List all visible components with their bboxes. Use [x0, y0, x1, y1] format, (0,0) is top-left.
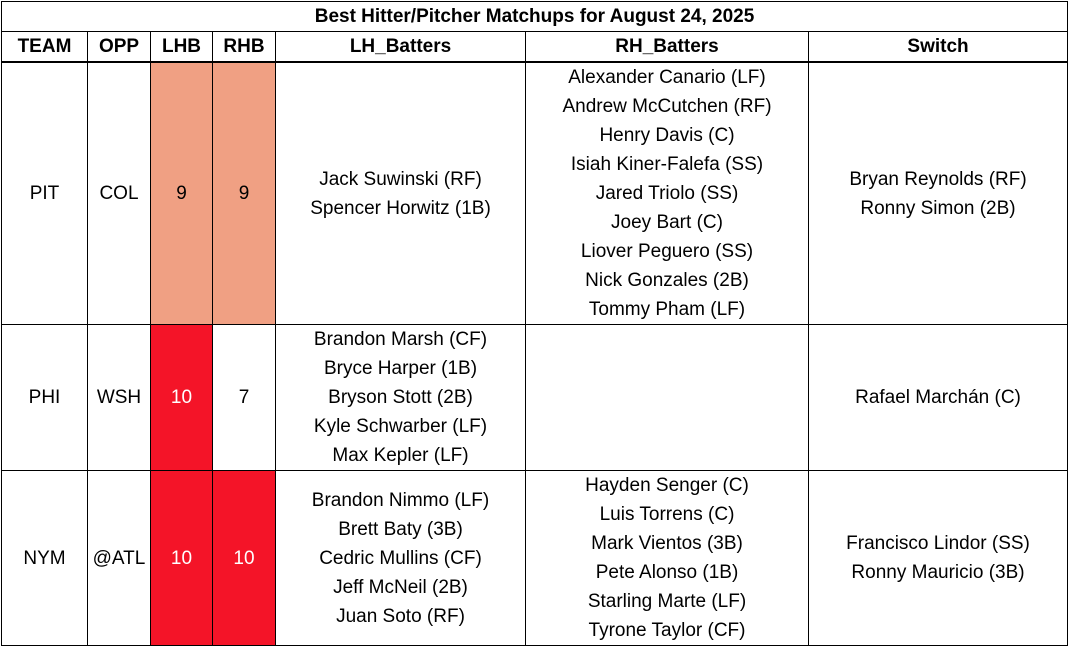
- player-entry: Ronny Mauricio (3B): [851, 562, 1025, 583]
- switch-cell: Rafael Marchán (C): [807, 324, 1069, 471]
- header-switch: Switch: [807, 31, 1069, 63]
- player-entry: Isiah Kiner-Falefa (SS): [570, 154, 764, 175]
- player-entry: Brandon Marsh (CF): [313, 329, 488, 350]
- table-row: PHI WSH 10 7 Brandon Marsh (CF) Bryce Har…: [1, 324, 1069, 471]
- rh-batters-cell: [525, 324, 809, 471]
- team-cell: PIT: [1, 61, 88, 325]
- player-entry: Juan Soto (RF): [336, 605, 465, 627]
- player-entry: Kyle Schwarber (LF): [313, 416, 488, 437]
- lh-batters-cell: Brandon Marsh (CF) Bryce Harper (1B) Bryso…: [275, 324, 526, 471]
- player-entry: Jack Suwinski (RF): [319, 168, 482, 190]
- opp-cell: COL: [87, 61, 151, 325]
- player-entry: Spencer Horwitz (1B): [310, 197, 491, 219]
- player-entry: Alexander Canario (LF): [568, 67, 766, 88]
- player-entry: Tommy Pham (LF): [588, 299, 746, 320]
- player-entry: Mark Vientos (3B): [591, 533, 743, 554]
- rhb-score-cell: 9: [212, 61, 276, 325]
- player-entry: Luis Torrens (C): [599, 504, 735, 525]
- player-entry: Francisco Lindor (SS): [846, 533, 1030, 554]
- player-entry: Bryce Harper (1B): [323, 358, 478, 379]
- player-entry: Jared Triolo (SS): [595, 183, 739, 204]
- player-entry: Bryson Stott (2B): [328, 387, 473, 408]
- player-entry: Liover Peguero (SS): [580, 241, 754, 262]
- player-entry: Brett Baty (3B): [338, 518, 463, 540]
- lh-batters-cell: Jack Suwinski (RF) Spencer Horwitz (1B): [275, 61, 526, 325]
- lh-batters-cell: Brandon Nimmo (LF) Brett Baty (3B) Cedric …: [275, 470, 526, 646]
- player-entry: Pete Alonso (1B): [595, 562, 739, 583]
- player-entry: Bryan Reynolds (RF): [849, 168, 1027, 190]
- switch-cell: Bryan Reynolds (RF) Ronny Simon (2B): [807, 61, 1069, 325]
- rh-batters-cell: Hayden Senger (C) Luis Torrens (C) Mark Vi…: [525, 470, 809, 646]
- header-lh-batters: LH_Batters: [275, 31, 526, 63]
- header-team: TEAM: [1, 31, 88, 63]
- rh-batters-cell: Alexander Canario (LF) Andrew McCutchen (…: [525, 61, 809, 325]
- player-entry: Joey Bart (C): [611, 212, 723, 233]
- table-row: NYM @ATL 10 10 Brandon Nimmo (LF) Brett B…: [1, 470, 1069, 646]
- player-entry: Brandon Nimmo (LF): [311, 489, 490, 511]
- team-cell: NYM: [1, 470, 88, 646]
- header-row: TEAM OPP LHB RHB LH_Batters RH_Batters S…: [1, 31, 1069, 63]
- lhb-score-cell: 10: [150, 470, 213, 646]
- rhb-score-cell: 7: [212, 324, 276, 471]
- table-title: Best Hitter/Pitcher Matchups for August …: [0, 1, 1069, 32]
- opp-cell: WSH: [87, 324, 151, 471]
- team-cell: PHI: [1, 324, 88, 471]
- header-opp: OPP: [87, 31, 151, 63]
- lhb-score-cell: 9: [150, 61, 213, 325]
- rhb-score-cell: 10: [212, 470, 276, 646]
- player-entry: Hayden Senger (C): [585, 475, 749, 496]
- switch-cell: Francisco Lindor (SS) Ronny Mauricio (3B): [807, 470, 1069, 646]
- opp-cell: @ATL: [87, 470, 151, 646]
- player-entry: Cedric Mullins (CF): [319, 547, 482, 569]
- player-entry: Jeff McNeil (2B): [333, 576, 468, 598]
- header-rhb: RHB: [212, 31, 276, 63]
- header-rh-batters: RH_Batters: [525, 31, 809, 63]
- player-entry: Henry Davis (C): [599, 125, 735, 146]
- player-entry: Starling Marte (LF): [587, 591, 747, 612]
- player-entry: Ronny Simon (2B): [860, 197, 1016, 219]
- player-entry: Nick Gonzales (2B): [585, 270, 749, 291]
- table-row: PIT COL 9 9 Jack Suwinski (RF) Spencer Ho…: [1, 61, 1069, 325]
- lhb-score-cell: 10: [150, 324, 213, 471]
- player-entry: Rafael Marchán (C): [855, 387, 1021, 408]
- player-entry: Tyrone Taylor (CF): [588, 620, 746, 641]
- player-entry: Andrew McCutchen (RF): [562, 96, 772, 117]
- header-lhb: LHB: [150, 31, 213, 63]
- player-entry: Max Kepler (LF): [332, 445, 469, 466]
